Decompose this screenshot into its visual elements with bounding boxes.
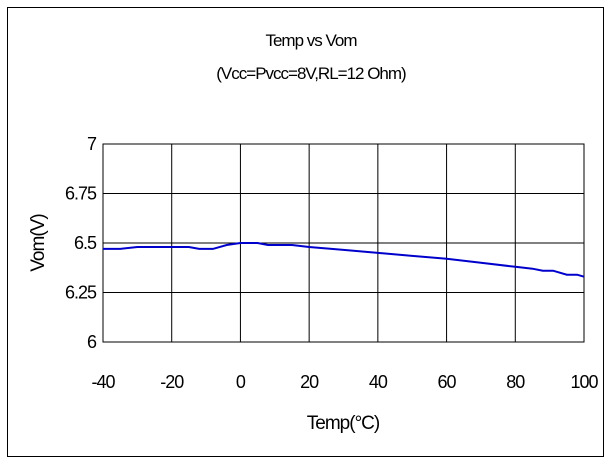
y-tick-label: 6.5 [74,233,97,253]
y-axis-label: Vom(V) [28,214,49,272]
series-line [103,242,585,278]
x-tick-label: 0 [236,372,246,392]
x-tick-label: 40 [369,372,388,392]
x-tick-label: 20 [300,372,319,392]
x-tick-label: 80 [506,372,525,392]
x-tick-label: 100 [570,372,598,392]
x-tick-labels: -40 -20 0 20 40 60 80 100 [91,372,599,392]
grid [102,143,585,343]
y-tick-label: 6 [87,332,97,352]
y-tick-labels: 6 6.25 6.5 6.75 7 [65,134,98,352]
chart-title: Temp vs Vom [265,31,357,50]
y-tick-label: 6.25 [65,283,97,303]
x-tick-label: 60 [438,372,457,392]
x-tick-label: -20 [160,372,184,392]
y-tick-label: 6.75 [65,184,97,204]
x-tick-label: -40 [91,372,115,392]
y-tick-label: 7 [87,134,97,154]
chart-subtitle: (Vcc=Pvcc=8V,RL=12 Ohm) [216,64,406,83]
x-axis-label: Temp(°C) [307,413,380,434]
